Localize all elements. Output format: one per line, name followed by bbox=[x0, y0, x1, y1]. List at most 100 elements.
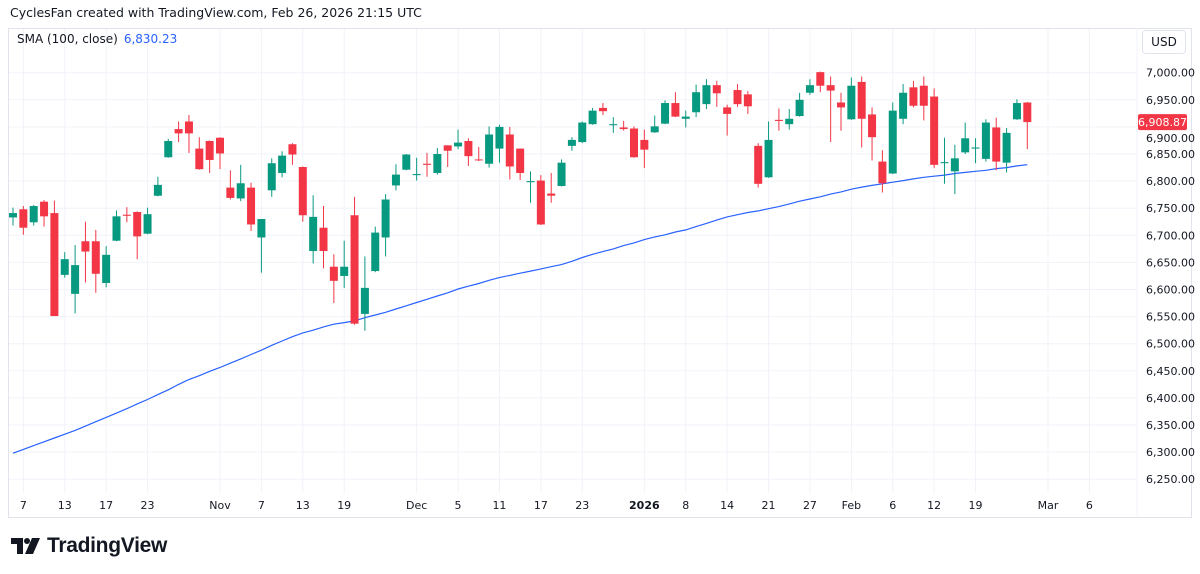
candle-body bbox=[433, 154, 442, 173]
time-tick-label: 13 bbox=[296, 499, 310, 512]
candle-body bbox=[381, 199, 390, 238]
time-tick-label: 7 bbox=[20, 499, 27, 512]
last-price-tag bbox=[1138, 114, 1187, 131]
candle-body bbox=[950, 158, 959, 172]
candle bbox=[868, 107, 877, 161]
candle-body bbox=[391, 174, 400, 186]
price-tick-label: 6,950.00 bbox=[1146, 94, 1195, 107]
sma-legend-value: 6,830.23 bbox=[123, 32, 178, 46]
candle bbox=[692, 84, 701, 118]
candle bbox=[381, 194, 390, 257]
tradingview-logo-icon bbox=[11, 538, 40, 554]
candle bbox=[971, 138, 980, 164]
candle-body bbox=[536, 180, 545, 225]
currency-button[interactable]: USD bbox=[1142, 30, 1186, 54]
candle-body bbox=[319, 227, 328, 252]
price-axis[interactable]: 7,000.00 6,950.00 6,900.00 6,850.00 6,800.00… bbox=[1138, 67, 1195, 487]
candle-body bbox=[402, 154, 411, 170]
candle bbox=[888, 102, 897, 175]
candle-body bbox=[50, 213, 59, 317]
price-tick-label: 6,500.00 bbox=[1146, 338, 1195, 351]
candle bbox=[443, 145, 452, 168]
candle bbox=[329, 254, 338, 304]
candle-body bbox=[661, 103, 670, 124]
candle bbox=[340, 240, 349, 288]
candle bbox=[247, 182, 256, 231]
price-tick-label: 7,000.00 bbox=[1146, 67, 1195, 80]
candle bbox=[764, 121, 773, 178]
candle bbox=[1002, 127, 1011, 173]
candle-body bbox=[29, 206, 38, 223]
candle-body bbox=[112, 216, 121, 241]
candle-body bbox=[247, 187, 256, 225]
candle-body bbox=[153, 184, 162, 196]
candle-body bbox=[878, 161, 887, 184]
time-tick-label: 17 bbox=[99, 499, 113, 512]
candle bbox=[474, 146, 483, 162]
candle bbox=[650, 115, 659, 133]
candle-body bbox=[805, 85, 814, 93]
candle-body bbox=[733, 90, 742, 105]
time-tick-label: 6 bbox=[889, 499, 896, 512]
candle bbox=[795, 92, 804, 117]
candle bbox=[309, 195, 318, 264]
time-tick-label: 19 bbox=[337, 499, 351, 512]
candle-body bbox=[578, 122, 587, 143]
candle bbox=[423, 152, 431, 177]
candle bbox=[992, 117, 1001, 171]
candle bbox=[919, 76, 928, 121]
candle bbox=[205, 140, 214, 173]
candle-body bbox=[609, 124, 618, 126]
candle bbox=[298, 166, 307, 222]
time-tick-label: 27 bbox=[803, 499, 817, 512]
candle-body bbox=[40, 201, 49, 217]
candle bbox=[681, 110, 690, 128]
candle-body bbox=[309, 216, 318, 252]
sma-legend[interactable]: SMA (100, close) 6,830.23 bbox=[17, 32, 177, 46]
candle bbox=[536, 175, 545, 226]
candle bbox=[940, 137, 949, 184]
time-tick-label: 17 bbox=[534, 499, 548, 512]
candle-body bbox=[329, 266, 338, 281]
candle-body bbox=[640, 139, 649, 150]
candle-body bbox=[174, 129, 183, 134]
candle-body bbox=[143, 214, 152, 234]
candle bbox=[412, 157, 421, 181]
candle bbox=[288, 143, 297, 165]
time-axis[interactable]: 7 13 17 23 Nov 7 13 19 Dec 5 11 17 23 2026 8 14 21 27 Feb 6… bbox=[20, 499, 1093, 512]
tradingview-logo[interactable]: TradingView bbox=[11, 534, 167, 558]
candle bbox=[164, 138, 173, 158]
candle-body bbox=[909, 87, 918, 106]
candle-body bbox=[360, 287, 369, 314]
price-tick-label: 6,900.00 bbox=[1146, 132, 1195, 145]
candle-body bbox=[464, 140, 473, 157]
candle bbox=[837, 92, 845, 131]
candle-body bbox=[930, 96, 939, 165]
price-tick-label: 6,250.00 bbox=[1146, 473, 1195, 486]
candle bbox=[733, 84, 742, 107]
last-price-label: 6,908.87 bbox=[1138, 116, 1187, 129]
candle-body bbox=[567, 139, 576, 146]
candle-body bbox=[557, 162, 566, 186]
price-tick-label: 6,300.00 bbox=[1146, 446, 1195, 459]
candle bbox=[319, 206, 328, 269]
candle bbox=[630, 126, 638, 158]
candle bbox=[216, 137, 224, 170]
candle bbox=[567, 137, 576, 151]
candle bbox=[133, 211, 142, 260]
candle bbox=[588, 107, 597, 125]
candle bbox=[619, 120, 628, 131]
candle bbox=[805, 79, 814, 95]
candle bbox=[40, 200, 49, 227]
candle bbox=[360, 256, 369, 331]
candle-body bbox=[868, 114, 877, 138]
candle bbox=[433, 148, 442, 175]
candle bbox=[371, 226, 380, 273]
candle-body bbox=[164, 140, 173, 158]
time-tick-label: 23 bbox=[141, 499, 155, 512]
candle-body bbox=[298, 167, 307, 216]
candle bbox=[464, 138, 473, 166]
candle-body bbox=[485, 134, 494, 164]
candle bbox=[1012, 99, 1021, 120]
